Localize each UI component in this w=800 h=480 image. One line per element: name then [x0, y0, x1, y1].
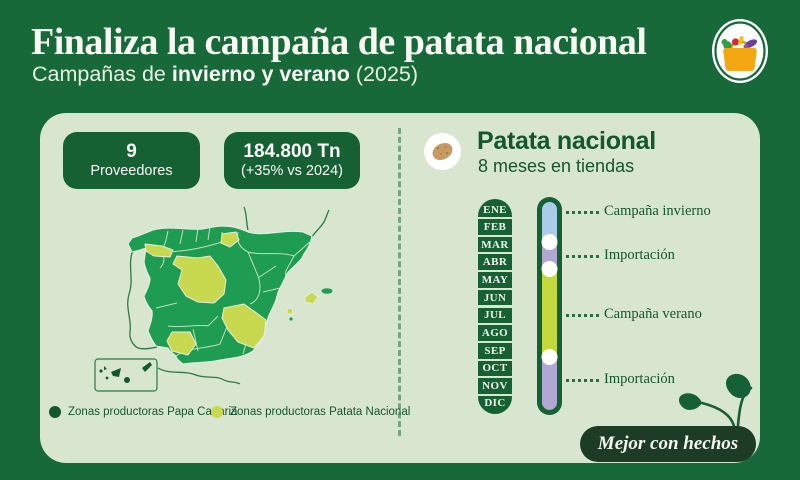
legend-dot-yellow	[211, 406, 223, 418]
timeline-subheading: 8 meses en tiendas	[478, 156, 635, 176]
month-cell: ENE	[478, 199, 512, 217]
month-cell: MAR	[478, 236, 512, 253]
month-cell: FEB	[478, 219, 512, 235]
tagline-pill: Mejor con hechos	[580, 426, 756, 462]
leader-dots	[566, 314, 599, 317]
month-column: ENE FEB MAR ABR MAY JUN JUL AGO SEP OCT …	[478, 199, 512, 414]
legend-label: Zonas productoras Papa Canaria	[68, 406, 238, 418]
spain-production-map	[58, 196, 398, 401]
legend-item-papa-canaria: Zonas productoras Papa Canaria	[49, 406, 237, 418]
timeline-label-campana-invierno: Campaña invierno	[604, 203, 711, 219]
leader-dots	[566, 379, 599, 382]
timeline-label-campana-verano: Campaña verano	[604, 306, 702, 322]
vegetable-basket-logo-icon	[711, 18, 769, 84]
legend-label: Zonas productoras Patata Nacional	[230, 406, 411, 418]
legend-dot-dark-green	[49, 406, 61, 418]
stat-label: (+35% vs 2024)	[241, 163, 343, 180]
page-title: Finaliza la campaña de patata nacional	[31, 21, 647, 63]
leader-dots	[566, 255, 599, 258]
stat-label: Proveedores	[90, 163, 173, 180]
month-cell: MAY	[478, 272, 512, 288]
month-cell: ABR	[478, 254, 512, 271]
stat-value: 9	[126, 141, 137, 163]
stat-card-tonnage: 184.800 Tn (+35% vs 2024)	[224, 132, 360, 189]
dashed-divider	[398, 128, 401, 436]
subtitle-suffix: (2025)	[349, 62, 419, 86]
month-cell: AGO	[478, 325, 512, 341]
timeline-label-importacion-1: Importación	[604, 247, 675, 263]
month-cell: JUL	[478, 307, 512, 324]
month-cell: DIC	[478, 395, 512, 414]
page-subtitle: Campañas de invierno y verano (2025)	[32, 62, 418, 87]
timeline-label-importacion-2: Importación	[604, 371, 675, 387]
timeline-heading: Patata nacional	[477, 127, 656, 155]
season-timeline-bar	[537, 197, 562, 415]
month-cell: JUN	[478, 289, 512, 306]
month-cell: OCT	[478, 360, 512, 377]
leader-dots	[566, 211, 599, 214]
stat-value: 184.800 Tn	[243, 141, 341, 163]
month-cell: SEP	[478, 342, 512, 359]
legend-item-patata-nacional: Zonas productoras Patata Nacional	[211, 406, 410, 418]
subtitle-prefix: Campañas de	[32, 62, 172, 86]
potato-icon	[424, 133, 461, 170]
sprout-illustration	[660, 366, 765, 428]
stat-card-proveedores: 9 Proveedores	[63, 132, 200, 189]
month-cell: NOV	[478, 378, 512, 394]
subtitle-bold: invierno y verano	[171, 62, 350, 86]
